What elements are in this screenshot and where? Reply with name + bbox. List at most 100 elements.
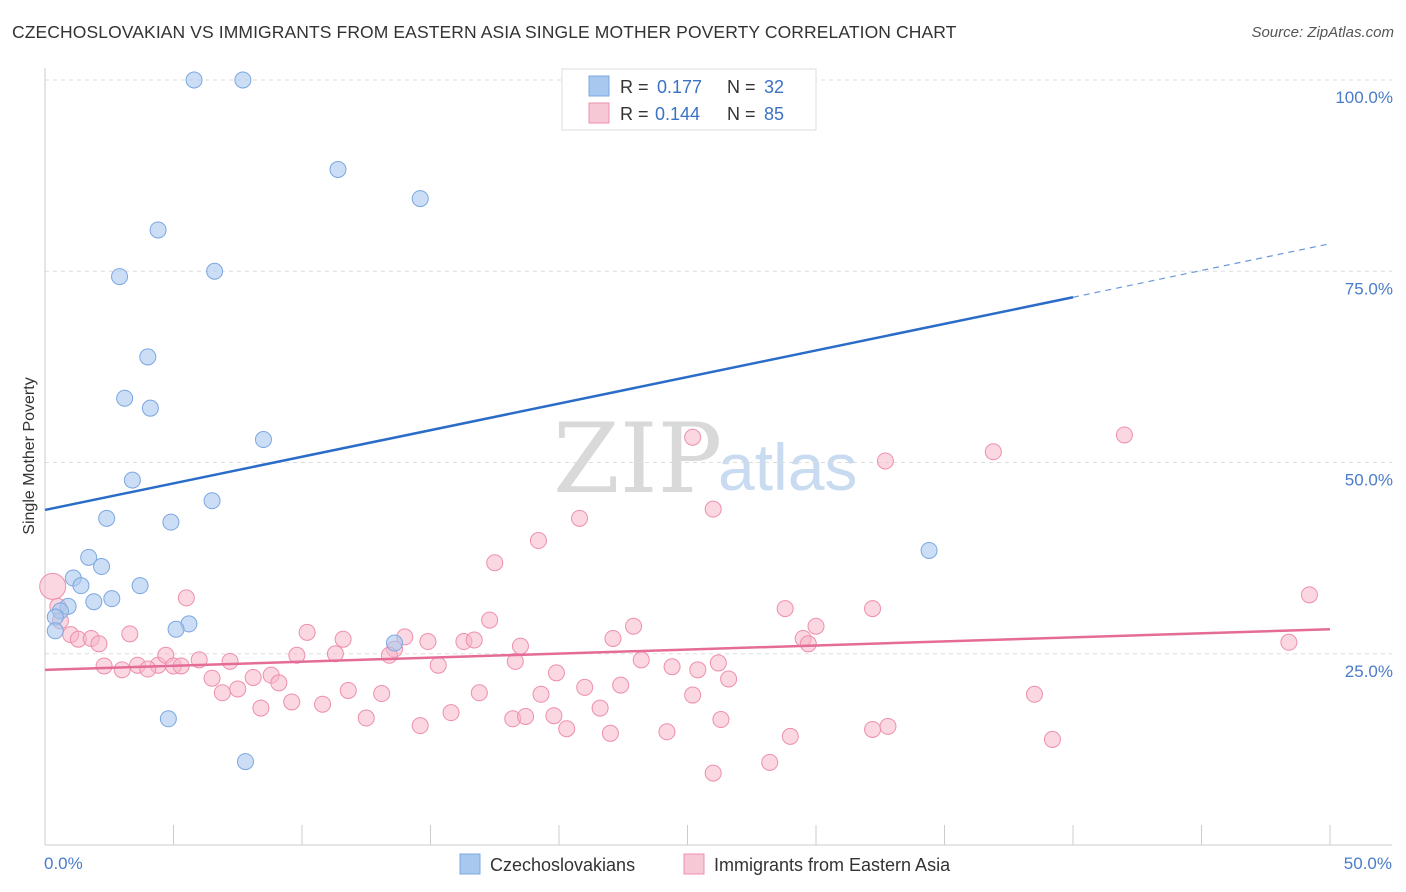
asia-point [442, 704, 460, 722]
legend-bottom-asia-label: Immigrants from Eastern Asia [714, 855, 951, 875]
czech-point [411, 190, 429, 208]
asia-trend-line [44, 628, 1331, 672]
asia-point [632, 651, 650, 669]
y-tick-label: 25.0% [1345, 662, 1393, 681]
asia-point [776, 600, 794, 618]
asia-point [1025, 685, 1043, 703]
asia-point [984, 443, 1002, 461]
asia-point [113, 661, 131, 679]
asia-point [1115, 426, 1133, 444]
series-czech-points [46, 71, 938, 771]
asia-point [571, 509, 589, 527]
asia-point [658, 723, 676, 741]
asia-point [807, 617, 825, 635]
asia-point [486, 554, 504, 572]
czech-point [111, 268, 129, 286]
asia-point [529, 532, 547, 550]
asia-point [139, 660, 157, 678]
czech-point [159, 710, 177, 728]
czech-point [185, 71, 203, 89]
asia-point [121, 625, 139, 643]
asia-point [684, 686, 702, 704]
czech-point [103, 590, 121, 608]
asia-point [481, 611, 499, 629]
czech-point [85, 593, 103, 611]
asia-point [95, 657, 113, 675]
asia-point [879, 717, 897, 735]
czech-point [46, 622, 64, 640]
czech-point [98, 509, 116, 527]
legend-bottom-czech-swatch [459, 853, 481, 875]
asia-point [601, 724, 619, 742]
legend-asia-n-value: 85 [764, 104, 784, 124]
legend-asia-r-label: R = [620, 104, 649, 124]
czech-point [123, 471, 141, 489]
trend-lines [44, 243, 1331, 672]
czech-point [167, 620, 185, 638]
asia-point [252, 699, 270, 717]
legend-czech-n-label: N = [727, 77, 756, 97]
czech-point [203, 492, 221, 510]
czech-point [386, 634, 404, 652]
asia-point [876, 452, 894, 470]
asia-point [334, 630, 352, 648]
y-tick-label: 75.0% [1345, 279, 1393, 298]
asia-point [761, 753, 779, 771]
asia-point [203, 669, 221, 687]
asia-point [1300, 586, 1318, 604]
czech-point [149, 221, 167, 239]
asia-point [625, 617, 643, 635]
source-label: Source: ZipAtlas.com [1251, 24, 1394, 41]
asia-point [419, 633, 437, 651]
asia-point [90, 635, 108, 653]
watermark-zip: ZIP [553, 403, 722, 515]
asia-point [1280, 633, 1298, 651]
czech-point [139, 348, 157, 366]
asia-point [712, 711, 730, 729]
y-tick-labels: 25.0% 50.0% 75.0% 100.0% [1335, 88, 1393, 681]
asia-point [283, 693, 301, 711]
asia-point [517, 707, 535, 725]
asia-point [465, 631, 483, 649]
x-tick-label-min: 0.0% [44, 854, 83, 873]
asia-point [229, 680, 247, 698]
asia-point [506, 652, 524, 670]
asia-point [314, 695, 332, 713]
asia-point [270, 674, 288, 692]
czech-trend-extension [1072, 243, 1331, 298]
asia-point [339, 681, 357, 699]
asia-point [1043, 730, 1061, 748]
asia-point [532, 685, 550, 703]
asia-point [39, 572, 67, 600]
legend-czech-swatch [588, 75, 610, 97]
czech-point [131, 577, 149, 595]
czech-point [162, 513, 180, 531]
asia-point [221, 652, 239, 670]
asia-point [470, 684, 488, 702]
asia-point [558, 720, 576, 738]
asia-point [604, 629, 622, 647]
czech-point [234, 71, 252, 89]
czech-point [206, 262, 224, 280]
asia-point [720, 670, 738, 688]
legend-bottom-czech-label: Czechoslovakians [490, 855, 635, 875]
czech-point [80, 548, 98, 566]
legend-czech-r-value: 0.177 [657, 77, 702, 97]
asia-point [704, 500, 722, 518]
legend-czech-r-label: R = [620, 77, 649, 97]
asia-point [689, 661, 707, 679]
czech-point [141, 399, 159, 417]
asia-point [612, 676, 630, 694]
asia-point [781, 727, 799, 745]
asia-point [709, 654, 727, 672]
grid-lines [45, 79, 1392, 655]
asia-point [357, 709, 375, 727]
czech-point [72, 577, 90, 595]
czech-point [116, 389, 134, 407]
asia-point [864, 600, 882, 618]
y-tick-label: 50.0% [1345, 471, 1393, 490]
chart-title: CZECHOSLOVAKIAN VS IMMIGRANTS FROM EASTE… [12, 22, 957, 42]
asia-point [545, 707, 563, 725]
legend-bottom-asia-swatch [683, 853, 705, 875]
